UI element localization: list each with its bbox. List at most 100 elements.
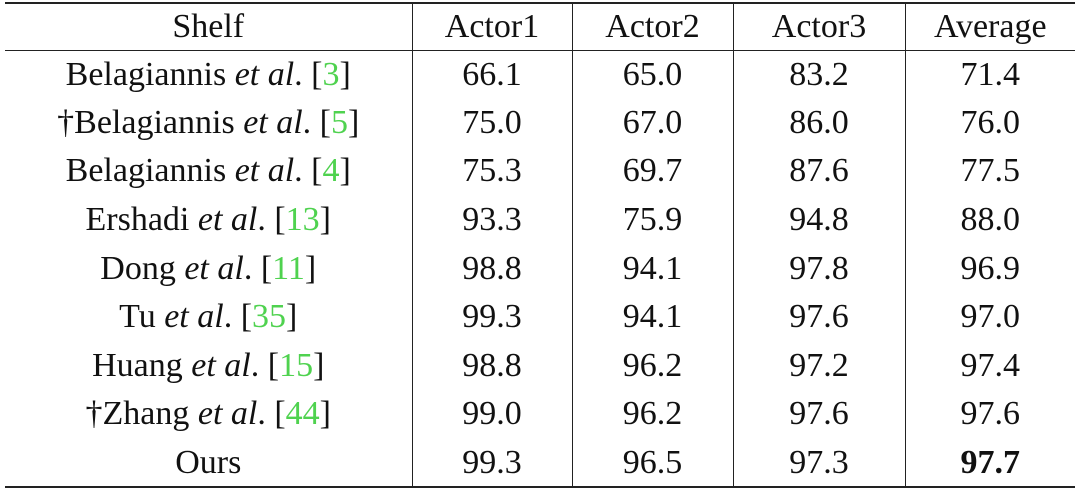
value-cell: 97.7	[904, 438, 1075, 488]
method-cell: Ershadi et al. [13]	[5, 196, 412, 245]
punctuation: . [	[257, 201, 286, 239]
value-cell: 94.8	[732, 195, 905, 245]
value-cell: 98.8	[411, 244, 572, 293]
method-name: Ershadi	[85, 201, 198, 239]
et-al: et al	[191, 346, 251, 384]
punctuation: ]	[339, 55, 351, 93]
value-cell: 87.6	[732, 147, 905, 196]
method-name: Dong	[100, 249, 185, 287]
value-cell: 65.0	[571, 50, 733, 99]
value-cell: 94.1	[571, 244, 733, 293]
method-name: Belagiannis	[65, 55, 235, 93]
method-cell: Belagiannis et al. [4]	[5, 147, 412, 196]
punctuation: . [	[302, 103, 331, 141]
header-cell: Actor1	[411, 3, 572, 50]
value-cell: 97.0	[904, 292, 1075, 342]
table-row: Dong et al. [11] 98.8 94.1 97.8 96.9	[5, 244, 1075, 293]
value-cell: 75.0	[411, 98, 572, 148]
et-al: et al	[184, 249, 244, 287]
et-al: et al	[234, 152, 295, 190]
punctuation: . [	[257, 395, 286, 433]
et-al: et al	[197, 201, 258, 239]
method-cell: Tu et al. [35]	[5, 293, 412, 342]
value-cell: 83.2	[732, 50, 905, 99]
value-cell: 66.1	[411, 50, 572, 99]
et-al: et al	[243, 103, 303, 141]
method-name: †Zhang	[85, 395, 198, 433]
value-cell: 98.8	[411, 341, 572, 391]
value-cell: 97.6	[732, 390, 905, 439]
header-cell: Actor3	[732, 3, 905, 50]
value-cell: 67.0	[571, 98, 733, 148]
et-al: et al	[197, 395, 258, 433]
header-cell: Shelf	[172, 7, 245, 45]
value-cell: 86.0	[732, 98, 905, 148]
value-cell: 75.9	[571, 195, 733, 245]
value-cell: 96.9	[904, 244, 1075, 293]
table-row: †Belagiannis et al. [5] 75.0 67.0 86.0 76.0	[5, 98, 1075, 148]
punctuation: ]	[339, 152, 351, 190]
reference: 15	[279, 346, 314, 384]
value-cell: 69.7	[571, 147, 733, 196]
value-cell: 88.0	[904, 195, 1075, 245]
value-cell: 96.2	[571, 390, 733, 439]
value-cell: 76.0	[904, 98, 1075, 148]
punctuation: ]	[348, 103, 360, 141]
method-name: Huang	[92, 346, 192, 384]
reference: 11	[272, 249, 305, 287]
reference: 13	[285, 201, 320, 239]
value-cell: 97.2	[732, 341, 905, 391]
method-cell: Huang et al. [15]	[5, 342, 412, 391]
value-cell: 99.3	[411, 292, 572, 342]
punctuation: ]	[286, 298, 298, 336]
table-body: Belagiannis et al. [3] 66.1 65.0 83.2 71.4 †B…	[5, 50, 1075, 488]
value-cell: 77.5	[904, 147, 1075, 196]
table-row: Belagiannis et al. [4] 75.3 69.7 87.6 77.5	[5, 147, 1075, 196]
method-name: †Belagiannis	[57, 103, 244, 141]
header-cell: Average	[904, 3, 1075, 50]
table-row: †Zhang et al. [44] 99.0 96.2 97.6 97.6	[5, 390, 1075, 439]
table-row: Ershadi et al. [13] 93.3 75.9 94.8 88.0	[5, 195, 1075, 245]
method-cell: Dong et al. [11]	[5, 244, 412, 293]
et-al: et al	[164, 298, 224, 336]
reference: 3	[322, 55, 340, 93]
punctuation: ]	[304, 249, 317, 287]
value-cell: 99.0	[411, 390, 572, 439]
punctuation: . [	[243, 249, 273, 287]
punctuation: . [	[294, 152, 323, 190]
table-row: Belagiannis et al. [3] 66.1 65.0 83.2 71.4	[5, 50, 1075, 99]
punctuation: ]	[319, 201, 331, 239]
table-row: Huang et al. [15] 98.8 96.2 97.2 97.4	[5, 341, 1075, 391]
punctuation: ]	[313, 346, 325, 384]
method-cell: †Zhang et al. [44]	[5, 390, 412, 439]
value-cell: 71.4	[904, 50, 1075, 99]
method-cell: Ours	[5, 439, 412, 488]
value-cell: 97.6	[732, 292, 905, 342]
table-header: Shelf Actor1 Actor2 Actor3 Average	[5, 3, 1075, 50]
results-table: Shelf Actor1 Actor2 Actor3 Average Belagiann…	[5, 2, 1075, 488]
reference: 35	[252, 298, 287, 336]
value-cell: 99.3	[411, 438, 572, 488]
reference: 44	[285, 395, 320, 433]
header-row: Shelf Actor1 Actor2 Actor3 Average	[5, 3, 1075, 50]
punctuation: . [	[294, 55, 323, 93]
value-cell: 97.8	[732, 244, 905, 293]
et-al: et al	[234, 55, 295, 93]
punctuation: ]	[319, 395, 331, 433]
value-cell: 96.5	[571, 438, 733, 488]
value-cell: 96.2	[571, 341, 733, 391]
value-cell: 75.3	[411, 147, 572, 196]
reference: 5	[331, 103, 348, 141]
value-cell: 93.3	[411, 195, 572, 245]
method-cell: †Belagiannis et al. [5]	[5, 99, 412, 148]
reference: 4	[322, 152, 340, 190]
header-cell: Actor2	[571, 3, 733, 50]
table-row: Ours 99.3 96.5 97.3 97.7	[5, 438, 1075, 488]
value-cell: 94.1	[571, 292, 733, 342]
method-name: Belagiannis	[65, 152, 235, 190]
punctuation: . [	[223, 298, 253, 336]
value-cell: 97.6	[904, 390, 1075, 439]
punctuation: . [	[250, 346, 280, 384]
method-name: Ours	[175, 443, 242, 481]
